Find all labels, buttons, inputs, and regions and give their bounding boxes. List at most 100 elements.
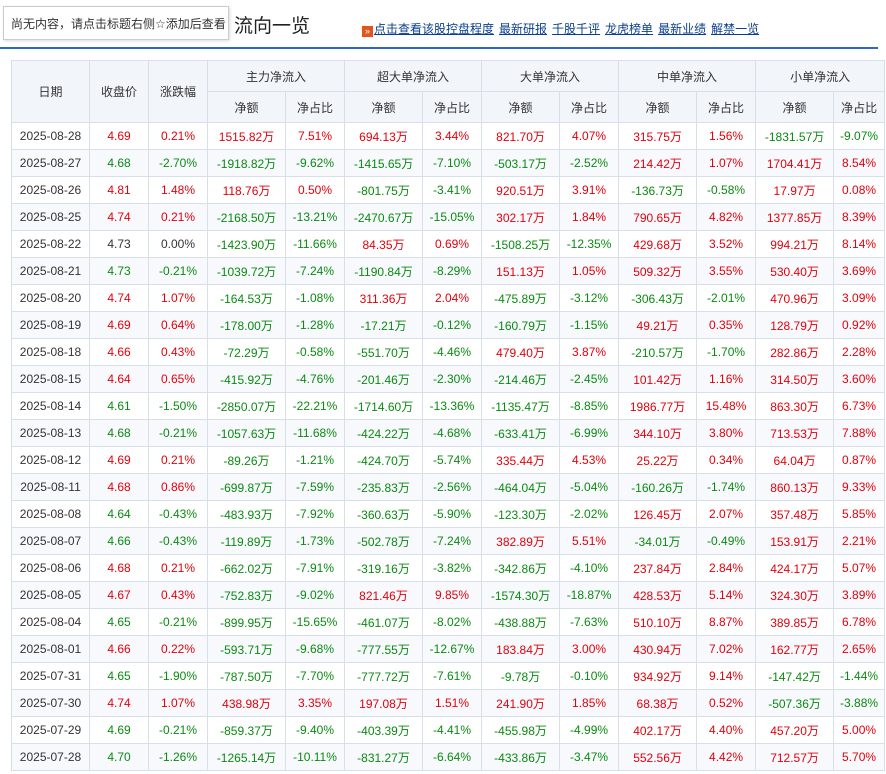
close-price-cell: 4.65 [89,662,149,690]
date-cell: 2025-08-27 [11,149,90,177]
super-large-net-ratio-cell: -0.12% [422,311,483,339]
large-net-amount-cell: 479.40万 [481,338,561,366]
super-large-net-ratio-cell: -7.61% [422,662,483,690]
subheader-net-ratio: 净占比 [284,91,346,123]
small-net-amount-cell: -1831.57万 [755,122,835,150]
main-net-amount-cell: -164.53万 [207,284,286,312]
main-net-ratio-cell: -10.11% [284,743,346,771]
link-latest-earnings[interactable]: 最新业绩 [658,22,707,36]
super-large-net-ratio-cell: -8.02% [422,608,483,636]
page-title[interactable]: 流向一览 [234,16,311,37]
date-cell: 2025-08-12 [11,446,90,474]
change-pct-cell: -0.21% [148,716,208,744]
medium-net-ratio-cell: -2.01% [696,284,757,312]
table-row: 2025-08-25 4.74 0.21% -2168.50万 -13.21% -2470… [11,203,886,231]
table-row: 2025-08-14 4.61 -1.50% -2850.07万 -22.21% -171… [11,392,886,420]
medium-net-ratio-cell: 0.35% [696,311,757,339]
super-large-net-amount-cell: -424.22万 [344,419,424,447]
close-price-cell: 4.73 [89,257,149,285]
medium-net-amount-cell: 429.68万 [618,230,698,258]
main-net-ratio-cell: -11.66% [284,230,346,258]
medium-net-amount-cell: 126.45万 [618,500,698,528]
main-net-ratio-cell: 7.51% [284,122,346,150]
table-row: 2025-08-06 4.68 0.21% -662.02万 -7.91% -319.16… [11,554,886,582]
super-large-net-ratio-cell: -7.10% [422,149,483,177]
large-net-amount-cell: -160.79万 [481,311,561,339]
main-net-amount-cell: -593.71万 [207,635,286,663]
page-header: 流向一览 » 点击查看该股控盘程度 最新研报 千股千评 龙虎榜单 最新业绩 解禁一览 尚无内… [0,0,886,49]
date-cell: 2025-08-06 [11,554,90,582]
change-pct-cell: 0.43% [148,338,208,366]
change-pct-cell: 0.64% [148,311,208,339]
link-dragon-tiger-list[interactable]: 龙虎榜单 [605,22,654,36]
medium-net-ratio-cell: 3.55% [696,257,757,285]
main-net-amount-cell: 1515.82万 [207,122,286,150]
table-row: 2025-08-04 4.65 -0.21% -899.95万 -15.65% -461.… [11,608,886,636]
medium-net-ratio-cell: -1.70% [696,338,757,366]
small-net-ratio-cell: 7.88% [833,419,886,447]
small-net-ratio-cell: 9.33% [833,473,886,501]
date-cell: 2025-08-26 [11,176,90,204]
large-net-amount-cell: 382.89万 [481,527,561,555]
table-row: 2025-08-20 4.74 1.07% -164.53万 -1.08% 311.36万… [11,284,886,312]
super-large-net-ratio-cell: -5.74% [422,446,483,474]
link-unlock-list[interactable]: 解禁一览 [711,22,760,36]
medium-net-amount-cell: 430.94万 [618,635,698,663]
main-net-amount-cell: -72.29万 [207,338,286,366]
close-price-cell: 4.73 [89,230,149,258]
small-net-ratio-cell: 2.65% [833,635,886,663]
large-net-ratio-cell: -2.45% [559,365,620,393]
close-price-cell: 4.69 [89,716,149,744]
super-large-net-amount-cell: -461.07万 [344,608,424,636]
main-net-ratio-cell: -4.76% [284,365,346,393]
large-net-ratio-cell: -3.12% [559,284,620,312]
small-net-ratio-cell: 0.08% [833,176,886,204]
table-row: 2025-08-01 4.66 0.22% -593.71万 -9.68% -777.55… [11,635,886,663]
large-net-ratio-cell: -7.63% [559,608,620,636]
date-cell: 2025-08-04 [11,608,90,636]
super-large-net-ratio-cell: 3.44% [422,122,483,150]
large-net-ratio-cell: -2.52% [559,149,620,177]
large-net-amount-cell: -9.78万 [481,662,561,690]
small-net-ratio-cell: 6.78% [833,608,886,636]
super-large-net-amount-cell: -403.39万 [344,716,424,744]
main-net-ratio-cell: -9.62% [284,149,346,177]
medium-net-amount-cell: 1986.77万 [618,392,698,420]
change-pct-cell: 0.00% [148,230,208,258]
main-net-ratio-cell: -13.21% [284,203,346,231]
table-row: 2025-08-12 4.69 0.21% -89.26万 -1.21% -424.70万… [11,446,886,474]
table-row: 2025-07-31 4.65 -1.90% -787.50万 -7.70% -777.7… [11,662,886,690]
table-row: 2025-07-30 4.74 1.07% 438.98万 3.35% 197.08万 1.… [11,689,886,717]
main-net-amount-cell: -2850.07万 [207,392,286,420]
super-large-net-ratio-cell: -4.46% [422,338,483,366]
small-net-amount-cell: 128.79万 [755,311,835,339]
close-price-cell: 4.65 [89,608,149,636]
date-cell: 2025-08-18 [11,338,90,366]
large-net-amount-cell: 183.84万 [481,635,561,663]
date-cell: 2025-07-29 [11,716,90,744]
large-net-amount-cell: 151.13万 [481,257,561,285]
large-net-ratio-cell: -8.85% [559,392,620,420]
super-large-net-amount-cell: 311.36万 [344,284,424,312]
medium-net-ratio-cell: 7.02% [696,635,757,663]
close-price-cell: 4.66 [89,338,149,366]
header-main-inflow: 主力净流入 [206,60,346,92]
close-price-cell: 4.61 [89,392,149,420]
small-net-amount-cell: 64.04万 [755,446,835,474]
medium-net-amount-cell: 25.22万 [618,446,698,474]
main-net-amount-cell: -119.89万 [207,527,286,555]
super-large-net-ratio-cell: -12.67% [422,635,483,663]
small-net-amount-cell: 470.96万 [755,284,835,312]
link-holding-control[interactable]: 点击查看该股控盘程度 [374,22,495,36]
super-large-net-ratio-cell: -5.90% [422,500,483,528]
change-pct-cell: 0.21% [148,122,208,150]
super-large-net-amount-cell: -777.55万 [344,635,424,663]
super-large-net-amount-cell: -319.16万 [344,554,424,582]
large-net-ratio-cell: -4.99% [559,716,620,744]
link-research-reports[interactable]: 最新研报 [499,22,548,36]
main-net-amount-cell: -859.37万 [207,716,286,744]
large-net-amount-cell: -214.46万 [481,365,561,393]
close-price-cell: 4.66 [89,527,149,555]
link-stock-reviews[interactable]: 千股千评 [552,22,601,36]
small-net-amount-cell: 153.91万 [755,527,835,555]
